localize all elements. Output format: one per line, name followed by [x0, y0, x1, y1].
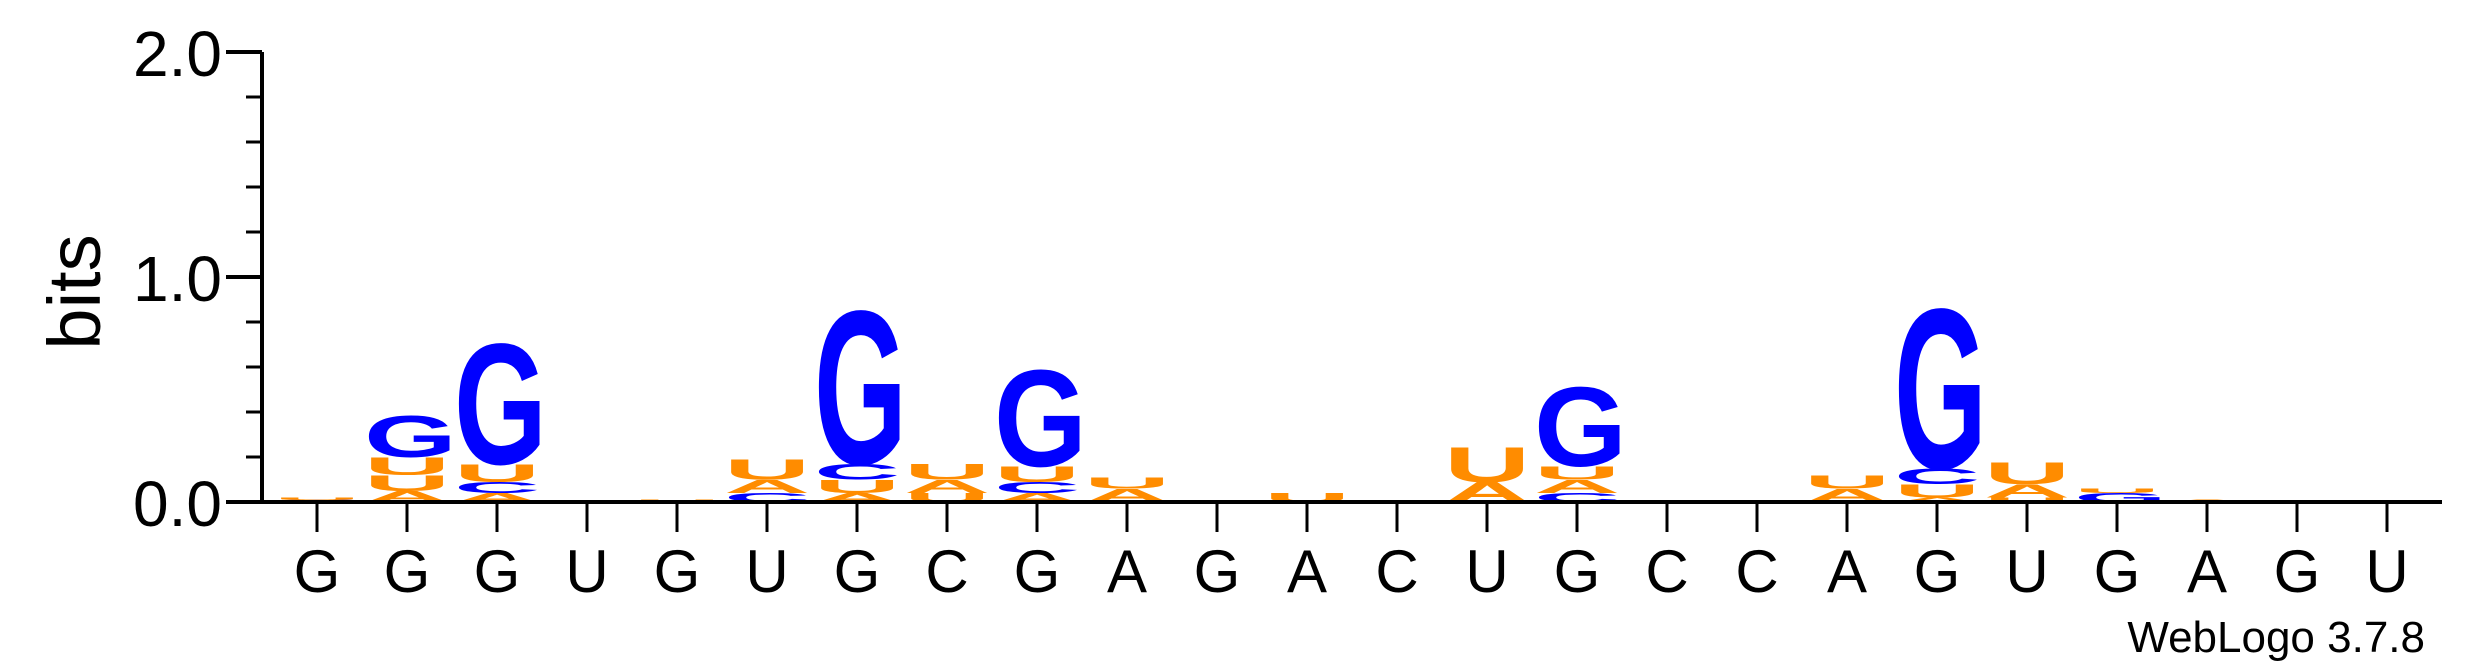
logo-letter: C	[814, 460, 900, 485]
logo-letter: A	[1984, 481, 2070, 502]
logo-letter: C	[994, 479, 1080, 497]
logo-letter: G	[364, 404, 457, 470]
x-tick-label: C	[1375, 538, 1418, 605]
logo-letter: U	[454, 459, 540, 487]
y-axis: 0.0 1.0 2.0	[133, 18, 264, 540]
y-axis-label: bits	[33, 234, 116, 349]
logo-plot-area: CUAUUGACUGUCAUAUCGUAUACUGAUUAUCAUGAUAUCG…	[274, 260, 2250, 517]
x-tick-label: C	[1735, 538, 1778, 605]
x-tick-label: G	[294, 538, 341, 605]
logo-letter: U	[1084, 474, 1170, 492]
x-tick-label: G	[1914, 538, 1961, 605]
x-tick-label: A	[1827, 538, 1867, 605]
logo-letter: U	[1804, 472, 1890, 493]
x-tick-label: G	[2274, 538, 2321, 605]
logo-letter: C	[1894, 464, 1980, 489]
logo-column: UAU	[904, 460, 990, 505]
weblogo-credit: WebLogo 3.7.8	[2127, 613, 2425, 662]
logo-letter: U	[1444, 437, 1530, 493]
logo-letter: C	[454, 479, 540, 497]
logo-letter: G	[454, 309, 547, 501]
x-tick-label: A	[2187, 538, 2227, 605]
logo-letter: A	[904, 476, 990, 497]
logo-letter: U	[2074, 487, 2160, 494]
x-tick-label: U	[565, 538, 608, 605]
logo-letter: U	[814, 476, 900, 497]
y-tick-label: 2.0	[133, 18, 222, 90]
x-tick-label: G	[1194, 538, 1241, 605]
x-tick-label: C	[1645, 538, 1688, 605]
logo-letter: G	[1894, 260, 1987, 517]
y-tick-label: 0.0	[133, 468, 222, 540]
logo-column: AU	[1444, 437, 1530, 508]
x-tick-label: G	[474, 538, 521, 605]
logo-letter: U	[994, 462, 1080, 487]
x-tick-label: G	[2094, 538, 2141, 605]
logo-letter: A	[724, 476, 810, 497]
logo-letter: G	[994, 342, 1087, 496]
logo-letter: A	[1534, 476, 1620, 497]
logo-letter: U	[904, 460, 990, 485]
logo-letter: U	[1534, 463, 1620, 484]
x-tick-label: A	[1107, 538, 1147, 605]
x-tick-label: U	[1465, 538, 1508, 605]
logo-letter: U	[274, 497, 360, 500]
logo-letter: G	[814, 265, 907, 511]
logo-column: UAU	[1984, 456, 2070, 504]
logo-letter: U	[724, 454, 810, 486]
x-tick-label: G	[654, 538, 701, 605]
logo-column: CAU	[724, 454, 810, 505]
logo-letter: G	[1534, 364, 1627, 490]
x-tick-label: G	[1554, 538, 1601, 605]
x-tick-label: U	[2365, 538, 2408, 605]
x-tick-label: G	[1014, 538, 1061, 605]
logo-letter: U	[1984, 456, 2070, 491]
logo-letter: U	[1984, 496, 2070, 503]
x-tick-label: U	[745, 538, 788, 605]
y-tick-label: 1.0	[133, 243, 222, 315]
x-tick-label: C	[925, 538, 968, 605]
x-tick-label: G	[384, 538, 431, 605]
x-tick-label: A	[1287, 538, 1327, 605]
logo-letter: U	[1894, 481, 1980, 502]
x-tick-label: U	[2005, 538, 2048, 605]
logo-letter: U	[364, 453, 450, 481]
logo-letter: A	[1894, 496, 1980, 503]
x-tick-label: G	[834, 538, 881, 605]
logo-letter: U	[364, 471, 450, 496]
